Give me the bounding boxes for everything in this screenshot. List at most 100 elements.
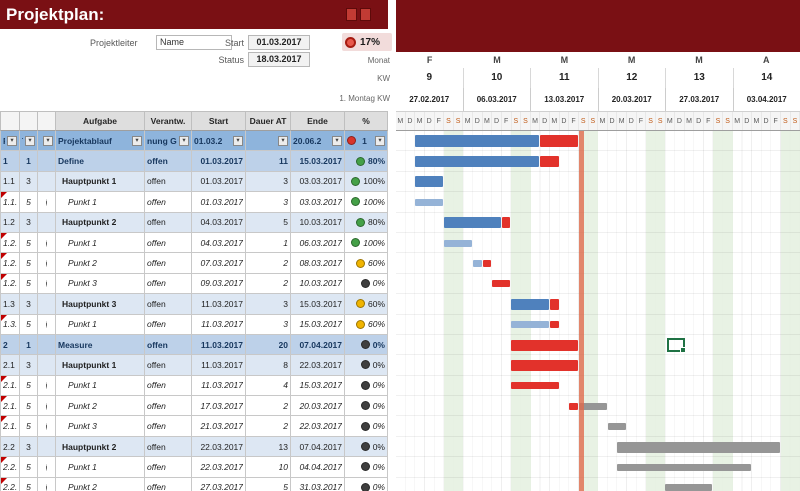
cell-aufgabe[interactable]: Punkt 2 [56,477,145,491]
cell-level[interactable]: 3 [20,436,38,458]
cell-start[interactable]: 01.03.2017 [192,151,246,172]
cell-level[interactable]: 1 [20,151,38,172]
cell-ende[interactable]: 15.03.2017 [291,294,345,315]
cell-percent[interactable]: 0% [345,457,388,478]
cell-start[interactable]: 27.03.2017 [192,477,246,491]
cell-flag[interactable]: j [38,375,56,397]
filter-dropdown-icon[interactable]: ▾ [132,135,142,146]
cell-selection-cursor[interactable] [667,337,686,354]
cell-p[interactable]: 2.1.2 [0,396,20,417]
cell-start[interactable]: 11.03.2017 [192,314,246,335]
cell-aufgabe[interactable]: Punkt 1 [56,457,145,478]
cell-level[interactable]: 5 [20,396,38,417]
cell-ende[interactable]: 10.03.2017 [291,212,345,233]
cell-verantw[interactable]: offen [145,436,192,458]
cell-aufgabe[interactable]: Define [56,151,145,172]
cell-percent[interactable]: 0% [345,375,388,397]
cell-verantw[interactable]: offen [145,273,192,295]
cell-aufgabe[interactable]: Punkt 1 [56,232,145,254]
status-date-field[interactable]: 18.03.2017 [248,52,310,67]
cell-verantw[interactable]: offen [145,294,192,315]
cell-percent[interactable]: 0% [345,416,388,437]
cell-percent[interactable]: 100% [345,171,388,193]
cell-flag[interactable] [38,171,56,193]
projektleiter-name-field[interactable]: Name [156,35,232,50]
cell-p[interactable]: 1.1.1 [0,192,20,213]
cell-ende[interactable]: 22.03.2017 [291,416,345,437]
cell-p[interactable]: 1.2.2 [0,253,20,274]
cell-verantw[interactable]: offen [145,416,192,437]
cell-dauer[interactable]: 2 [246,416,291,437]
cell-level[interactable]: 3 [20,212,38,233]
cell-dauer[interactable]: 4 [246,375,291,397]
cell-flag[interactable]: j [38,457,56,478]
cell-ende[interactable]: 15.03.2017 [291,151,345,172]
cell-ende[interactable]: 06.03.2017 [291,232,345,254]
cell-level[interactable]: 5 [20,192,38,213]
cell-verantw[interactable]: offen [145,171,192,193]
cell-ende[interactable]: 04.04.2017 [291,457,345,478]
cell-ende[interactable]: 10.03.2017 [291,273,345,295]
filter-dropdown-icon[interactable]: ▾ [374,135,385,146]
cell-level[interactable]: 5 [20,375,38,397]
cell-ende[interactable]: 15.03.2017 [291,375,345,397]
filter-dropdown-icon[interactable]: ▾ [278,135,288,146]
cell-aufgabe[interactable]: Hauptpunkt 3 [56,294,145,315]
cell-ende[interactable]: 03.03.2017 [291,171,345,193]
cell-verantw[interactable]: offen [145,477,192,491]
cell-p[interactable]: 1.1 [0,171,20,193]
cell-aufgabe[interactable]: Punkt 3 [56,273,145,295]
cell-ende[interactable]: 08.03.2017 [291,253,345,274]
cell-ende[interactable]: 07.04.2017 [291,436,345,458]
cell-dauer[interactable]: 1 [246,232,291,254]
cell-percent[interactable]: 1 ▾ [345,131,388,152]
cell-percent[interactable]: 100% [345,232,388,254]
cell-flag[interactable]: j [38,396,56,417]
cell-ende[interactable]: 22.03.2017 [291,355,345,376]
cell-p[interactable]: 1.2.3 [0,273,20,295]
cell-level[interactable]: 5 [20,416,38,437]
cell-dauer[interactable]: 5 [246,477,291,491]
cell-percent[interactable]: 0% [345,355,388,376]
cell-p[interactable]: P▾ [0,131,20,152]
cell-p[interactable]: 1 [0,151,20,172]
cell-flag[interactable] [38,151,56,172]
cell-verantw[interactable]: offen [145,314,192,335]
cell-level[interactable]: 5 [20,314,38,335]
cell-aufgabe[interactable]: Punkt 1 [56,192,145,213]
cell-percent[interactable]: 60% [345,294,388,315]
cell-aufgabe[interactable]: Hauptpunkt 1 [56,171,145,193]
cell-aufgabe[interactable]: Hauptpunkt 2 [56,212,145,233]
cell-aufgabe[interactable]: Punkt 3 [56,416,145,437]
cell-start[interactable]: 11.03.2017 [192,355,246,376]
cell-level[interactable]: 5 [20,253,38,274]
cell-flag[interactable]: j [38,273,56,295]
cell-p[interactable]: 2.2 [0,436,20,458]
cell-ende[interactable]: 20.06.2 ▾ [291,131,345,152]
cell-level[interactable]: 1 [20,334,38,356]
cell-start[interactable]: 11.03.2017 [192,375,246,397]
cell-dauer[interactable]: 3 [246,171,291,193]
cell-flag[interactable]: j [38,314,56,335]
cell-percent[interactable]: 0% [345,273,388,295]
cell-start[interactable]: 21.03.2017 [192,416,246,437]
cell-dauer[interactable]: 2 [246,273,291,295]
cell-start[interactable]: 04.03.2017 [192,232,246,254]
cell-level[interactable]: 3 [20,294,38,315]
filter-dropdown-icon[interactable]: ▾ [332,135,342,146]
cell-verantw[interactable]: nung Ge▾ [145,131,192,152]
start-date-field[interactable]: 01.03.2017 [248,35,310,50]
cell-flag[interactable]: j [38,232,56,254]
cell-level[interactable]: 5 [20,232,38,254]
filter-dropdown-icon[interactable]: ▾ [43,135,53,146]
cell-start[interactable]: 11.03.2017 [192,334,246,356]
cell-dauer[interactable]: 3 [246,294,291,315]
cell-ende[interactable]: 15.03.2017 [291,314,345,335]
cell-start[interactable]: 11.03.2017 [192,294,246,315]
cell-start[interactable]: 01.03.2 ▾ [192,131,246,152]
cell-aufgabe[interactable]: Punkt 1 [56,314,145,335]
cell-percent[interactable]: 60% [345,253,388,274]
filter-dropdown-icon[interactable]: ▾ [25,135,35,146]
cell-verantw[interactable]: offen [145,396,192,417]
cell-dauer[interactable]: 11 [246,151,291,172]
